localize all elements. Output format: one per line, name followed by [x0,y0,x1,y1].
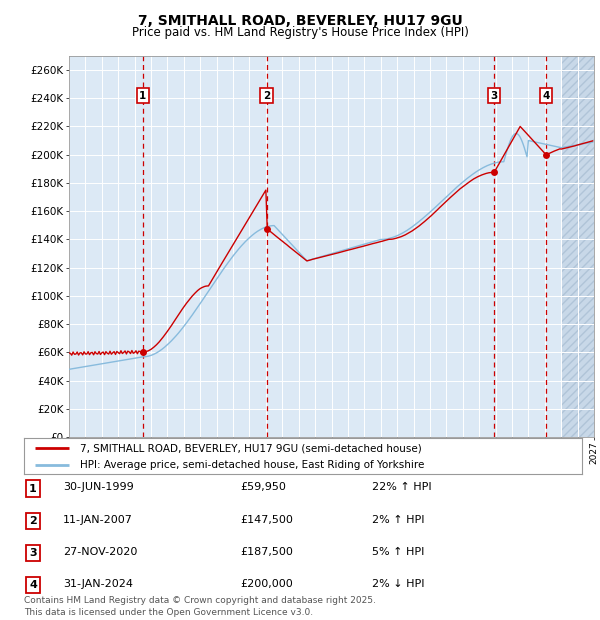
Text: £200,000: £200,000 [240,579,293,589]
Text: 11-JAN-2007: 11-JAN-2007 [63,515,133,525]
Text: 2: 2 [263,91,270,101]
Text: 1: 1 [139,91,146,101]
Text: £187,500: £187,500 [240,547,293,557]
Text: £147,500: £147,500 [240,515,293,525]
Text: 4: 4 [29,580,37,590]
Text: 5% ↑ HPI: 5% ↑ HPI [372,547,424,557]
Text: 7, SMITHALL ROAD, BEVERLEY, HU17 9GU: 7, SMITHALL ROAD, BEVERLEY, HU17 9GU [137,14,463,28]
Text: 3: 3 [29,548,37,558]
Text: 27-NOV-2020: 27-NOV-2020 [63,547,137,557]
Text: 2% ↑ HPI: 2% ↑ HPI [372,515,425,525]
Text: 3: 3 [491,91,498,101]
Text: 30-JUN-1999: 30-JUN-1999 [63,482,134,492]
Text: Price paid vs. HM Land Registry's House Price Index (HPI): Price paid vs. HM Land Registry's House … [131,26,469,39]
Text: 2% ↓ HPI: 2% ↓ HPI [372,579,425,589]
Text: 2: 2 [29,516,37,526]
Text: Contains HM Land Registry data © Crown copyright and database right 2025.
This d: Contains HM Land Registry data © Crown c… [24,596,376,617]
Text: £59,950: £59,950 [240,482,286,492]
Text: 1: 1 [29,484,37,494]
Text: 4: 4 [542,91,550,101]
Text: 7, SMITHALL ROAD, BEVERLEY, HU17 9GU (semi-detached house): 7, SMITHALL ROAD, BEVERLEY, HU17 9GU (se… [80,443,422,453]
Text: 31-JAN-2024: 31-JAN-2024 [63,579,133,589]
Text: 22% ↑ HPI: 22% ↑ HPI [372,482,431,492]
Text: HPI: Average price, semi-detached house, East Riding of Yorkshire: HPI: Average price, semi-detached house,… [80,460,424,471]
